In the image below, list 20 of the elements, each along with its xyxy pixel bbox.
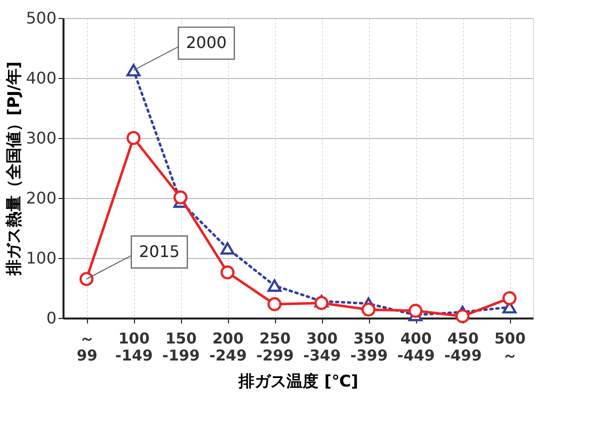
x-tick-label: 200 -249 [209,330,247,364]
x-tick-label: 250 -299 [256,330,294,364]
x-tick-label: 100 -149 [115,330,153,364]
text: 2000 [186,33,227,52]
x-tick-label: 500 ～ [494,330,526,364]
x-tick-label: 400 -449 [397,330,435,364]
x-tick-label: 450 -499 [444,330,482,364]
y-axis-title: 排ガス熱量（全国値）[PJ/年] [4,61,23,277]
y-tick-label: 400 [26,68,56,88]
y-tick-label: 100 [26,248,56,268]
y-tick-label: 0 [46,308,56,328]
y-tick-label: 500 [26,8,56,28]
x-axis-title: 排ガス温度 [℃] [238,372,358,390]
y-tick-label: 200 [26,188,56,208]
x-tick-label: ～ 99 [76,330,98,364]
x-tick-label: 350 -399 [350,330,388,364]
x-tick-label: 150 -199 [162,330,200,364]
series-label: 2015 [138,242,180,261]
x-tick-label: 300 -349 [303,330,341,364]
y-tick-label: 300 [26,128,56,148]
